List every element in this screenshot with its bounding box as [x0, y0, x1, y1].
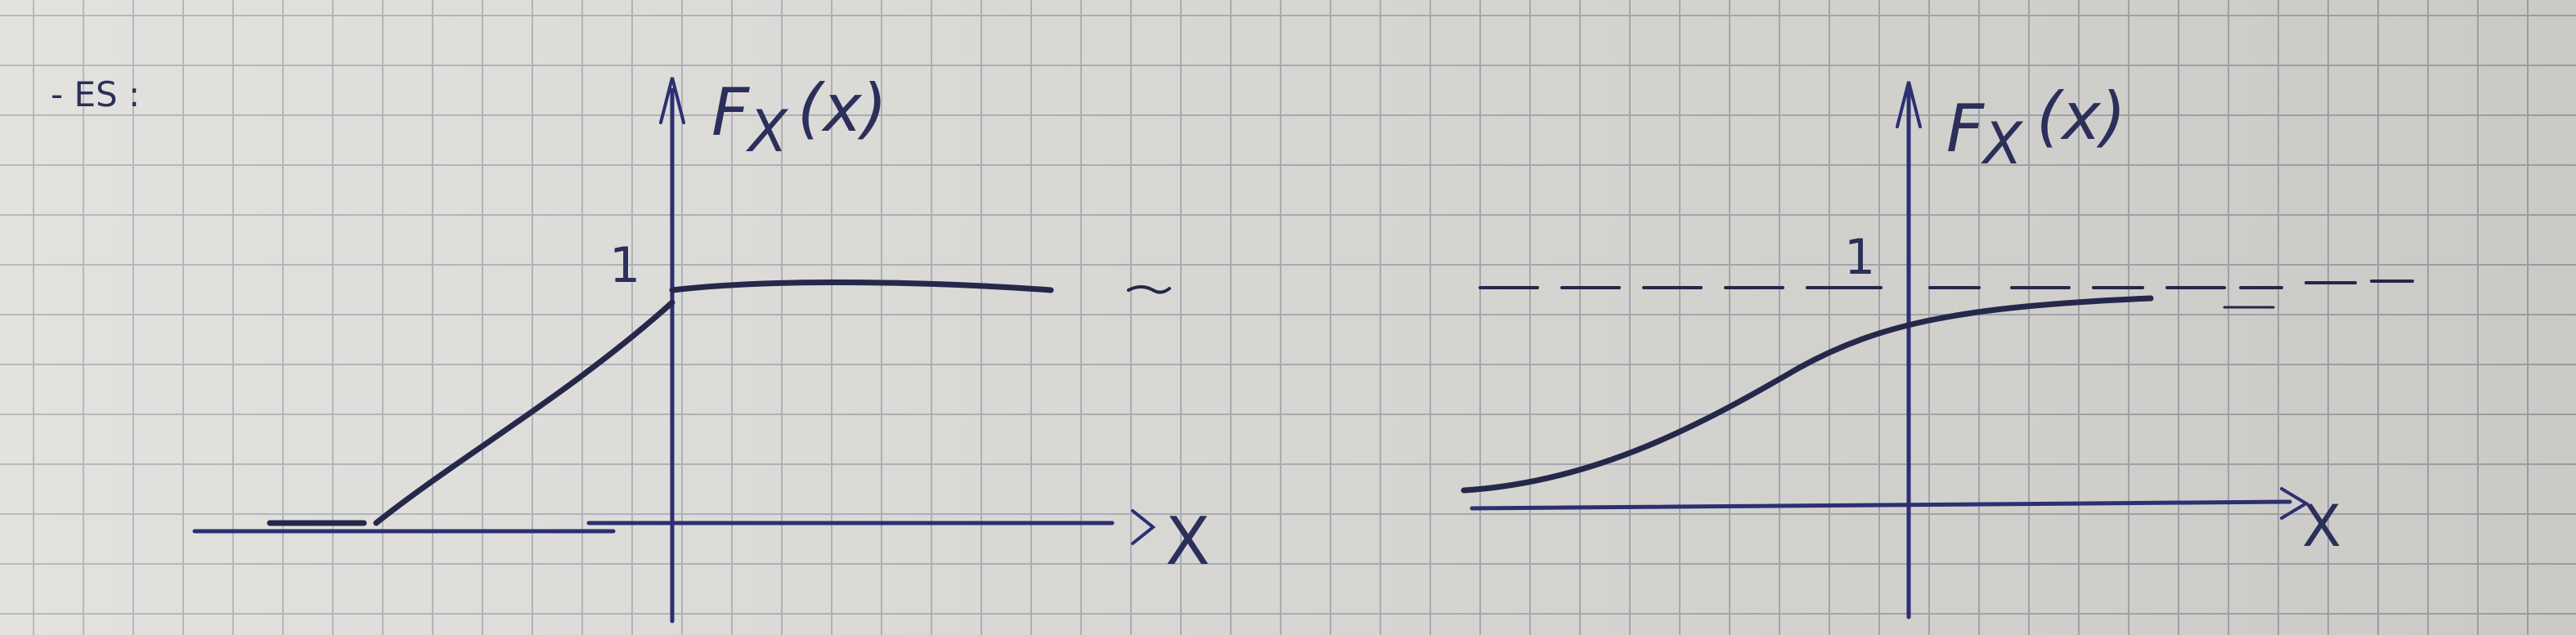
plot-left: F X (x) 1 X [192, 70, 1210, 624]
x-label: X [2302, 493, 2341, 560]
y-label-sub: X [745, 98, 789, 165]
note: - ES : [51, 74, 140, 114]
x-arrow [1131, 509, 1156, 545]
asymptote [1479, 279, 2414, 289]
y-arrow [1896, 81, 1922, 128]
y-tick: 1 [1844, 229, 1875, 286]
y-arrow [659, 77, 685, 124]
plot-right: F X (x) 1 X [1461, 78, 2414, 619]
cdf-curve [669, 279, 1054, 293]
x-arrow [2280, 487, 2309, 520]
y-label-sub: X [1980, 110, 2024, 177]
x-axis [1470, 499, 2292, 511]
y-label-arg: (x) [2036, 78, 2126, 154]
cdf-curve [1461, 295, 2154, 494]
cdf-curve [267, 299, 675, 526]
y-label-arg: (x) [797, 70, 887, 146]
x-label: X [1165, 503, 1210, 579]
y-label: F [1946, 91, 1985, 167]
y-label: F [711, 74, 750, 150]
y-tick: 1 [609, 237, 640, 294]
dots [1127, 285, 1171, 294]
